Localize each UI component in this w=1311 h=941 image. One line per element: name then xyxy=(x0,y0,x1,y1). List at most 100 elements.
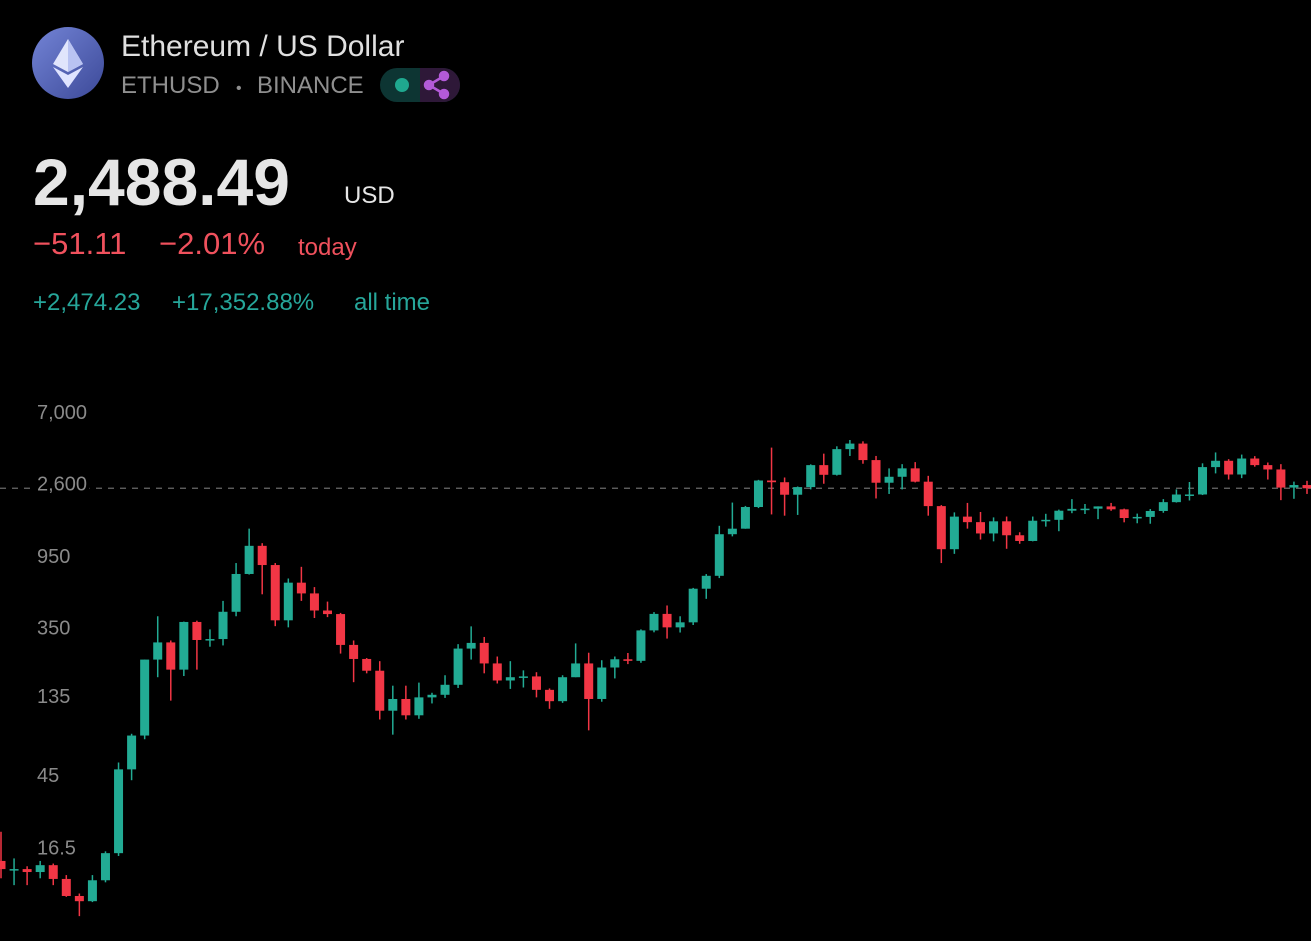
y-tick-label: 950 xyxy=(37,546,70,568)
symbol-code: ETHUSD xyxy=(121,72,220,99)
candle-body xyxy=(9,869,19,871)
candle-body xyxy=(87,880,97,902)
candle-body xyxy=(205,639,215,641)
change-today: −51.11 xyxy=(33,226,126,261)
candle-body xyxy=(309,593,319,611)
change-all-time-pct: +17,352.88% xyxy=(172,289,314,316)
candle-body xyxy=(688,588,698,623)
candle-body xyxy=(1093,506,1103,509)
candle-body xyxy=(1002,521,1012,536)
candle-body xyxy=(1145,510,1155,517)
candle-body xyxy=(479,642,489,664)
candle-body xyxy=(649,613,659,631)
candle-body xyxy=(466,642,476,649)
candle-body xyxy=(1237,458,1247,475)
candle-body xyxy=(375,670,385,711)
candle-body xyxy=(623,659,633,661)
candle-body xyxy=(505,677,515,681)
candle-body xyxy=(753,480,763,508)
candle-body xyxy=(388,698,398,711)
candle-body xyxy=(714,534,724,576)
candle-body xyxy=(1158,502,1168,511)
candle-body xyxy=(806,465,816,488)
change-today-pct: −2.01% xyxy=(159,226,265,261)
candle-body xyxy=(323,610,332,615)
status-badge[interactable] xyxy=(380,68,460,102)
y-tick-label: 350 xyxy=(37,618,70,640)
candle-body xyxy=(558,677,568,702)
candle-body xyxy=(923,481,933,507)
candle-body xyxy=(1119,509,1129,519)
candle-body xyxy=(492,663,502,681)
candle-body xyxy=(166,642,176,670)
candle-body xyxy=(636,630,646,661)
candle-body xyxy=(296,582,306,594)
candle-body xyxy=(440,684,450,695)
candle-body xyxy=(976,522,985,534)
candle-body xyxy=(819,465,829,475)
candle-body xyxy=(1250,458,1260,466)
candle-body xyxy=(858,443,868,461)
candle-body xyxy=(1302,485,1311,489)
candle-body xyxy=(571,663,581,678)
candle-body xyxy=(401,698,411,716)
candle-body xyxy=(362,658,372,671)
candle-body xyxy=(1263,465,1273,470)
candle-body xyxy=(727,528,737,535)
candle-body xyxy=(427,694,437,698)
candle-body xyxy=(218,611,228,640)
candle-body xyxy=(962,516,972,523)
candle-body xyxy=(48,865,58,879)
candle-body xyxy=(127,735,137,770)
candle-body xyxy=(884,476,894,483)
y-tick-label: 45 xyxy=(37,765,59,787)
candle-body xyxy=(336,614,346,645)
candle-body xyxy=(1041,519,1051,522)
candle-body xyxy=(740,507,750,529)
candle-body xyxy=(793,487,803,495)
y-tick-label: 2,600 xyxy=(37,473,87,495)
candle-body xyxy=(153,642,163,660)
today-label: today xyxy=(298,234,357,261)
candle-body xyxy=(871,460,881,483)
candle-body xyxy=(349,644,359,659)
candle-body xyxy=(897,468,907,477)
candle-body xyxy=(701,575,711,589)
candle-body xyxy=(1211,460,1221,468)
candle-body xyxy=(1015,535,1025,541)
candle-body xyxy=(1028,520,1038,541)
candle-body xyxy=(597,667,607,699)
candle-body xyxy=(61,878,71,896)
candle-body xyxy=(949,516,959,550)
candle-body xyxy=(114,769,124,854)
candle-body xyxy=(231,573,241,612)
candle-body xyxy=(1054,510,1064,520)
candle-body xyxy=(1067,508,1077,511)
candle-body xyxy=(1080,508,1090,511)
candle-body xyxy=(1132,516,1142,519)
candle-body xyxy=(936,506,946,550)
candle-body xyxy=(910,468,920,482)
candle-body xyxy=(1198,467,1208,495)
candle-body xyxy=(414,697,424,716)
candle-body xyxy=(192,621,202,640)
candle-body xyxy=(0,860,6,870)
candle-body xyxy=(1171,494,1181,503)
candle-body xyxy=(257,545,267,566)
y-tick-label: 16.5 xyxy=(37,837,76,859)
exchange: BINANCE xyxy=(257,72,364,99)
candle-body xyxy=(675,622,685,628)
currency: USD xyxy=(344,182,395,209)
chart: 7,000 2,600 950 350 135 45 16.5 xyxy=(0,398,1311,917)
y-tick-label: 7,000 xyxy=(37,402,87,424)
eth-icon xyxy=(32,27,104,99)
candle-body xyxy=(453,648,463,685)
candle-body xyxy=(179,621,189,670)
separator: • xyxy=(236,80,242,97)
candle-body xyxy=(767,480,777,483)
candle-body xyxy=(1184,494,1194,496)
candle-body xyxy=(140,659,150,736)
candle-body xyxy=(780,482,790,495)
